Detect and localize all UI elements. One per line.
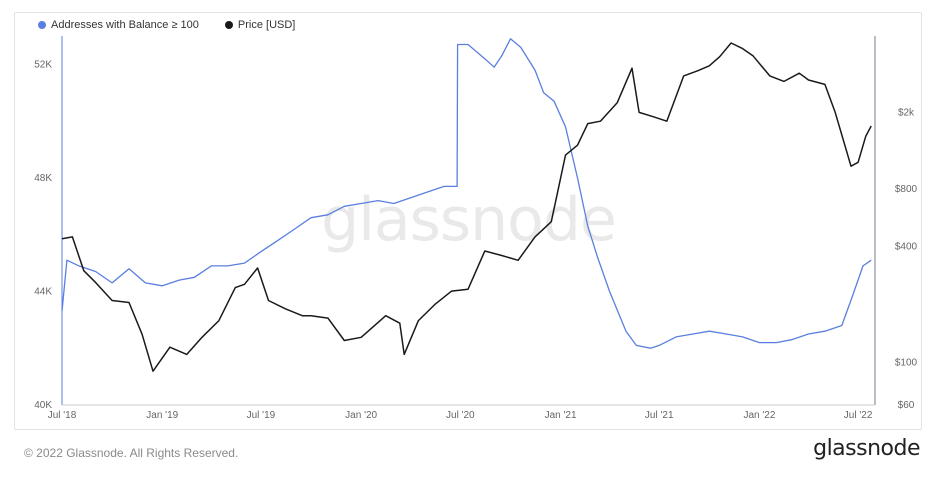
y-left-tick-label: 52K xyxy=(34,59,52,70)
chart-plot: glassnode Jul '18 Jan '19 Jul '19 Jan '20 Jul… xyxy=(34,36,918,421)
x-tick-label: Jul '19 xyxy=(247,410,276,421)
x-tick-label: Jan '19 xyxy=(146,410,178,421)
x-tick-label: Jul '21 xyxy=(645,410,674,421)
y-right-tick-label: $400 xyxy=(895,242,918,253)
y-right-tick-label: $2k xyxy=(898,107,915,118)
y-left-tick-label: 48K xyxy=(34,173,52,184)
glassnode-logo[interactable]: glassnode xyxy=(813,436,920,461)
y-right-tick-label: $800 xyxy=(895,184,918,195)
x-tick-label: Jul '22 xyxy=(844,410,873,421)
x-tick-label: Jan '21 xyxy=(545,410,577,421)
y-right-tick-label: $100 xyxy=(895,357,918,368)
legend-item-addresses[interactable]: Addresses with Balance ≥ 100 xyxy=(38,19,199,31)
y-left-tick-label: 40K xyxy=(34,400,52,411)
y-right-tick-label: $60 xyxy=(898,400,915,411)
legend-label-price: Price [USD] xyxy=(237,19,296,31)
series-line-addresses xyxy=(61,38,872,349)
x-tick-label: Jan '20 xyxy=(345,410,377,421)
chart-frame xyxy=(14,12,922,430)
watermark-text: glassnode xyxy=(321,185,616,255)
copyright-text: © 2022 Glassnode. All Rights Reserved. xyxy=(24,446,239,460)
y-left-tick-label: 44K xyxy=(34,286,52,297)
x-tick-label: Jul '18 xyxy=(48,410,77,421)
legend-dot-addresses xyxy=(38,21,46,29)
legend-label-addresses: Addresses with Balance ≥ 100 xyxy=(51,19,199,31)
x-tick-label: Jul '20 xyxy=(446,410,475,421)
x-tick-label: Jan '22 xyxy=(744,410,776,421)
legend-dot-price xyxy=(224,21,233,29)
legend-item-price[interactable]: Price [USD] xyxy=(224,19,296,31)
series-line-price xyxy=(61,42,872,372)
chart-legend: Addresses with Balance ≥ 100 Price [USD] xyxy=(38,19,295,31)
